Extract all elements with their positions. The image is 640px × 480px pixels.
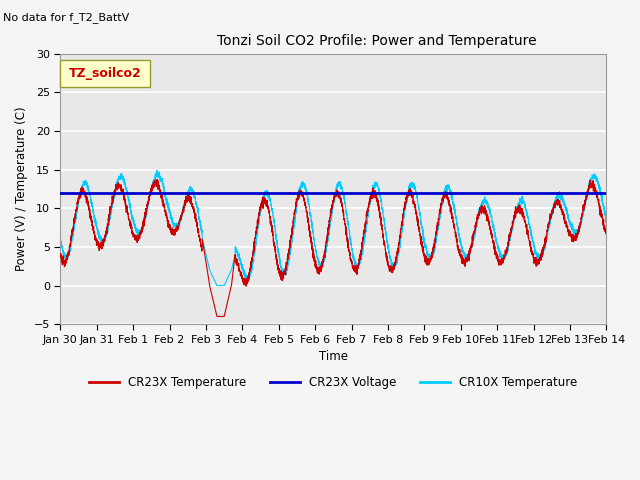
Text: No data for f_T2_BattV: No data for f_T2_BattV — [3, 12, 129, 23]
Text: TZ_soilco2: TZ_soilco2 — [68, 67, 141, 80]
Title: Tonzi Soil CO2 Profile: Power and Temperature: Tonzi Soil CO2 Profile: Power and Temper… — [217, 34, 537, 48]
FancyBboxPatch shape — [60, 60, 150, 87]
Y-axis label: Power (V) / Temperature (C): Power (V) / Temperature (C) — [15, 107, 28, 271]
Legend: CR23X Temperature, CR23X Voltage, CR10X Temperature: CR23X Temperature, CR23X Voltage, CR10X … — [84, 372, 582, 394]
X-axis label: Time: Time — [319, 350, 348, 363]
